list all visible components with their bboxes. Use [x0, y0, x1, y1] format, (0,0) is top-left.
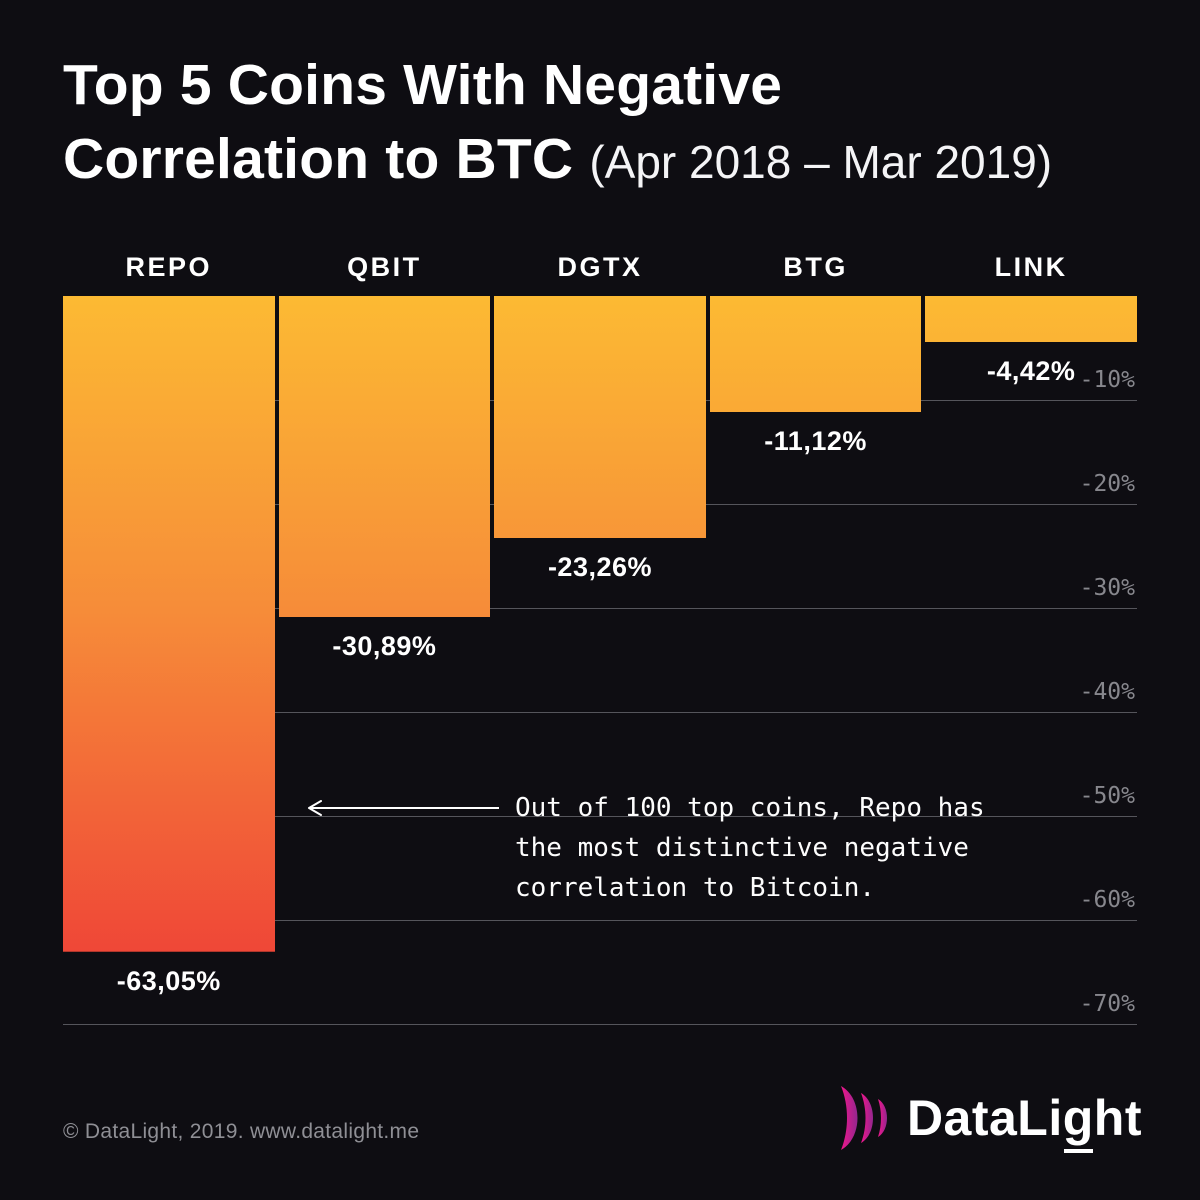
column-label-dgtx: DGTX: [557, 252, 643, 282]
title-line-2: Correlation to BTC (Apr 2018 – Mar 2019): [63, 127, 1053, 191]
column-label-btg: BTG: [783, 252, 848, 282]
axis-label--40%: -40%: [1079, 679, 1135, 705]
bar-column-repo: -63,05%: [63, 296, 275, 1024]
axis-label--10%: -10%: [1079, 367, 1135, 393]
gridline--70%: [63, 1024, 1137, 1025]
bar-chart: -10% -20% -30% -40% -50% -60% -70% -63,05% -30,…: [63, 296, 1137, 1025]
title-line-1: Top 5 Coins With Negative: [63, 53, 783, 117]
bar-value-link: -4,42%: [986, 355, 1076, 386]
annotation-line: the most distinctive negative: [515, 833, 969, 863]
bar-value-qbit: -30,89%: [332, 631, 437, 662]
annotation-line: correlation to Bitcoin.: [515, 873, 876, 903]
copyright-text: © DataLight, 2019. www.datalight.me: [63, 1120, 420, 1143]
bar-column-link: -4,42%: [925, 296, 1137, 1024]
column-label-link: LINK: [994, 252, 1068, 282]
page-title: Top 5 Coins With Negative Correlation to…: [63, 48, 1052, 199]
axis-label--60%: -60%: [1079, 887, 1135, 913]
bar-column-dgtx: -23,26%: [494, 296, 706, 1024]
title-subtitle: (Apr 2018 – Mar 2019): [589, 136, 1053, 188]
bar-repo: [63, 296, 275, 952]
bar-column-btg: -11,12%: [709, 296, 922, 1024]
gridline--50%: [63, 816, 1137, 817]
annotation: Out of 100 top coins, Repo has the most …: [303, 788, 985, 908]
gridline--60%: [63, 920, 1137, 921]
gridline--30%: [63, 608, 1137, 609]
axis-label--30%: -30%: [1079, 575, 1135, 601]
bar-column-qbit: -30,89%: [278, 296, 491, 1024]
annotation-text: Out of 100 top coins, Repo has the most …: [515, 788, 985, 908]
column-label-repo: REPO: [125, 252, 213, 282]
column-labels: REPO QBIT DGTX BTG LINK: [63, 252, 1137, 283]
left-arrow-icon: [308, 800, 499, 816]
bar-value-repo: -63,05%: [116, 965, 221, 996]
axis-label--50%: -50%: [1079, 783, 1135, 809]
bar-value-dgtx: -23,26%: [547, 551, 653, 582]
axis-label--70%: -70%: [1079, 991, 1135, 1017]
bars: -63,05% -30,89% -23,26% -11,12% -4,42%: [63, 296, 1137, 1024]
bar-dgtx: [494, 296, 706, 538]
datalight-logo: DataLight: [837, 1086, 1142, 1153]
annotation-line: Out of 100 top coins, Repo has: [515, 793, 985, 823]
column-label-qbit: QBIT: [347, 252, 422, 282]
datalight-logo-icon: [840, 1086, 887, 1150]
bar-btg: [709, 296, 922, 412]
bar-value-btg: -11,12%: [764, 425, 867, 456]
bar-link: [925, 296, 1137, 342]
datalight-logo-text: DataLight: [907, 1086, 1142, 1153]
gridline--40%: [63, 712, 1137, 713]
bar-qbit: [278, 296, 491, 618]
axis-label--20%: -20%: [1079, 471, 1135, 497]
